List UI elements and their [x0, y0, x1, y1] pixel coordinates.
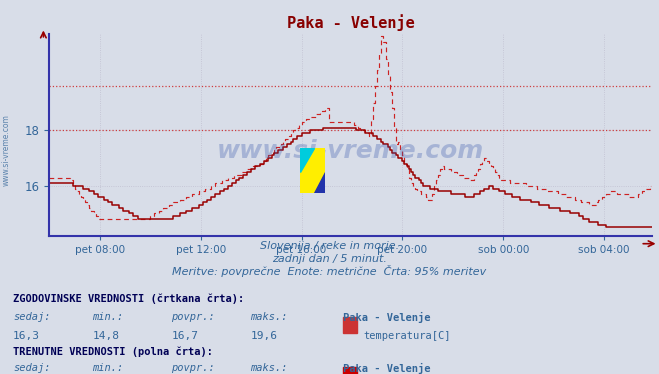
Text: 16,7: 16,7: [171, 331, 198, 341]
Text: TRENUTNE VREDNOSTI (polna črta):: TRENUTNE VREDNOSTI (polna črta):: [13, 346, 213, 357]
Polygon shape: [314, 172, 325, 193]
Text: Slovenija / reke in morje.: Slovenija / reke in morje.: [260, 241, 399, 251]
FancyBboxPatch shape: [343, 317, 357, 333]
Text: 16,3: 16,3: [13, 331, 40, 341]
Text: 14,8: 14,8: [92, 331, 119, 341]
Text: min.:: min.:: [92, 363, 123, 373]
Text: www.si-vreme.com: www.si-vreme.com: [217, 139, 484, 163]
Text: zadnji dan / 5 minut.: zadnji dan / 5 minut.: [272, 254, 387, 264]
Text: Paka - Velenje: Paka - Velenje: [343, 363, 430, 374]
Text: sedaj:: sedaj:: [13, 312, 51, 322]
Text: povpr.:: povpr.:: [171, 363, 215, 373]
Text: ZGODOVINSKE VREDNOSTI (črtkana črta):: ZGODOVINSKE VREDNOSTI (črtkana črta):: [13, 293, 244, 304]
Text: povpr.:: povpr.:: [171, 312, 215, 322]
Text: Meritve: povprečne  Enote: metrične  Črta: 95% meritev: Meritve: povprečne Enote: metrične Črta:…: [173, 265, 486, 277]
Text: temperatura[C]: temperatura[C]: [364, 331, 451, 341]
Title: Paka - Velenje: Paka - Velenje: [287, 14, 415, 31]
Text: min.:: min.:: [92, 312, 123, 322]
Text: maks.:: maks.:: [250, 312, 288, 322]
Text: sedaj:: sedaj:: [13, 363, 51, 373]
Text: 19,6: 19,6: [250, 331, 277, 341]
Text: maks.:: maks.:: [250, 363, 288, 373]
Text: www.si-vreme.com: www.si-vreme.com: [2, 114, 11, 186]
Text: Paka - Velenje: Paka - Velenje: [343, 312, 430, 323]
Polygon shape: [300, 148, 314, 172]
FancyBboxPatch shape: [343, 367, 357, 374]
